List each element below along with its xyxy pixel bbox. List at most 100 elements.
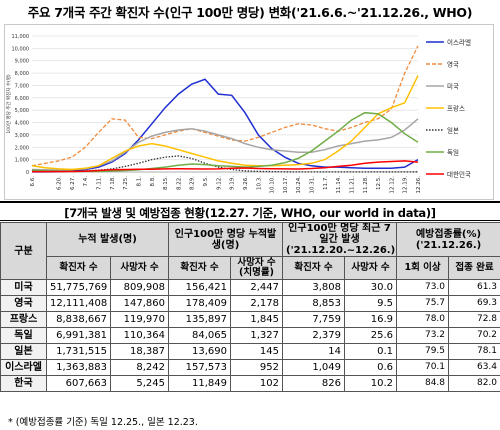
pm-cases-cell: 135,897 [168,311,231,328]
x-tick-label: 7.25. [123,176,129,190]
x-tick-label: 10.24. [296,176,302,194]
vfull-cell: 63.4 [448,359,500,376]
table-row: 미국 51,775,769 809,908 156,421 2,447 3,808 30.0… [0,279,500,296]
x-tick-label: 7.11. [97,176,103,190]
subheader: 사망자 수 (치명률) [229,256,284,280]
pm-deaths-cell: 2,178 [229,295,284,312]
x-tick-label: 6.27. [70,176,76,190]
vfull-cell: 61.3 [448,279,500,296]
x-tick-label: 8.1. [136,176,142,187]
chart-title: 주요 7개국 주간 확진자 수(인구 100만 명당) 변화('21.6.6.~… [27,5,473,20]
r-cases-cell: 826 [282,375,346,392]
subheader: 확진자 수 [168,256,231,280]
series-line-2 [31,45,419,167]
y-tick-label: 11,000 [12,34,30,40]
r-deaths-cell: 10.2 [344,375,398,392]
table-row: 독일 6,991,381 110,364 84,065 1,327 2,379 25.6 73… [0,327,500,344]
country-cell: 미국 [0,279,47,296]
cases-cell: 51,775,769 [46,279,111,296]
series-line-4 [31,75,419,171]
vfull-cell: 69.3 [448,295,500,312]
r-cases-cell: 14 [282,343,346,360]
r-deaths-cell: 25.6 [344,327,398,344]
header-vaccination: 예방접종률(%) ('21.12.26.) [396,222,500,257]
legend-label: 독일 [447,148,459,157]
v1-cell: 75.7 [396,295,450,312]
pm-cases-cell: 11,849 [168,375,231,392]
deaths-cell: 8,242 [110,359,169,376]
subheader: 접종 완료 [448,256,500,280]
cases-cell: 6,991,381 [46,327,111,344]
x-tick-label: 12.26. [416,176,422,194]
y-tick-label: 7,000 [15,83,29,89]
r-cases-cell: 7,759 [282,311,346,328]
deaths-cell: 119,970 [110,311,169,328]
y-tick-label: 4,000 [15,121,29,127]
x-tick-label: 9.12. [216,176,222,190]
x-tick-label: 10.31. [310,176,316,194]
cases-cell: 1,731,515 [46,343,111,360]
x-tick-label: 12.12. [389,176,395,194]
legend-label: 이스라엘 [447,38,471,47]
x-tick-label: 7.18. [110,176,116,190]
country-cell: 이스라엘 [0,359,47,376]
header-cumulative: 누적 발생(명) [46,222,169,257]
status-table: 구분 누적 발생(명) 인구100만 명당 누적발생(명) 인구100만 명당 … [0,222,500,392]
pm-cases-cell: 178,409 [168,295,231,312]
x-tick-label: 11.28. [363,176,369,194]
header-recent: 인구100만 명당 최근 7일간 발생 ('21.12.20.~12.26.) [282,222,398,257]
x-tick-label: 9.19. [230,176,236,190]
x-tick-label: 8.22. [176,176,182,190]
pm-deaths-cell: 1,845 [229,311,284,328]
cases-cell: 12,111,408 [46,295,111,312]
cases-cell: 8,838,667 [46,311,111,328]
header-per-million: 인구100만 명당 누적발생(명) [167,222,284,257]
table-row: 영국 12,111,408 147,860 178,409 2,178 8,853 9.5 7… [0,295,500,312]
pm-deaths-cell: 952 [229,359,284,376]
deaths-cell: 5,245 [110,375,169,392]
r-deaths-cell: 30.0 [344,279,398,296]
x-tick-label: 8.29. [190,176,196,190]
y-tick-label: 2,000 [15,145,29,151]
footnote: * (예방접종률 기준) 독일 12.25., 일본 12.23. [8,417,198,428]
y-tick-label: 6,000 [15,96,29,102]
y-tick-label: 0 [26,170,29,176]
table-row: 프랑스 8,838,667 119,970 135,897 1,845 7,759 16.9… [0,311,500,328]
deaths-cell: 809,908 [110,279,169,296]
v1-cell: 73.0 [396,279,450,296]
country-cell: 프랑스 [0,311,47,328]
pm-deaths-cell: 102 [229,375,284,392]
x-tick-label: 10.3. [256,176,262,190]
vfull-cell: 78.1 [448,343,500,360]
y-tick-label: 9,000 [15,59,29,65]
subheader: 1회 이상 [396,256,450,280]
header-country: 구분 [0,222,47,280]
legend-label: 대한민국 [447,170,471,179]
series-line-6 [31,111,419,173]
x-tick-label: 6.6. [30,176,36,187]
y-tick-label: 10,000 [12,46,30,52]
table-row: 이스라엘 1,363,883 8,242 157,573 952 1,049 0.6 70.1… [0,359,500,376]
y-tick-label: 1,000 [15,158,29,164]
x-tick-label: 10.10. [270,176,276,194]
x-tick-label: 8.8. [150,176,156,187]
vfull-cell: 70.2 [448,327,500,344]
legend-label: 영국 [447,60,459,69]
legend-label: 미국 [447,82,459,91]
cases-cell: 1,363,883 [46,359,111,376]
table-title: [7개국 발생 및 예방접종 현황(12.27. 기준, WHO, our wo… [0,201,500,221]
x-tick-label: 11.7. [323,176,329,190]
country-cell: 영국 [0,295,47,312]
legend-label: 일본 [447,126,459,135]
cases-cell: 607,663 [46,375,111,392]
line-chart: 0 1,000 2,000 3,000 4,000 5,000 6,000 7,000 8,00… [5,34,471,194]
country-cell: 일본 [0,343,47,360]
pm-cases-cell: 84,065 [168,327,231,344]
r-deaths-cell: 9.5 [344,295,398,312]
x-tick-label: 9.26. [243,176,249,190]
country-cell: 한국 [0,375,47,392]
pm-deaths-cell: 145 [229,343,284,360]
table-body: 미국 51,775,769 809,908 156,421 2,447 3,808 30.0… [0,279,500,392]
series-line-7 [32,160,419,173]
pm-cases-cell: 13,690 [168,343,231,360]
